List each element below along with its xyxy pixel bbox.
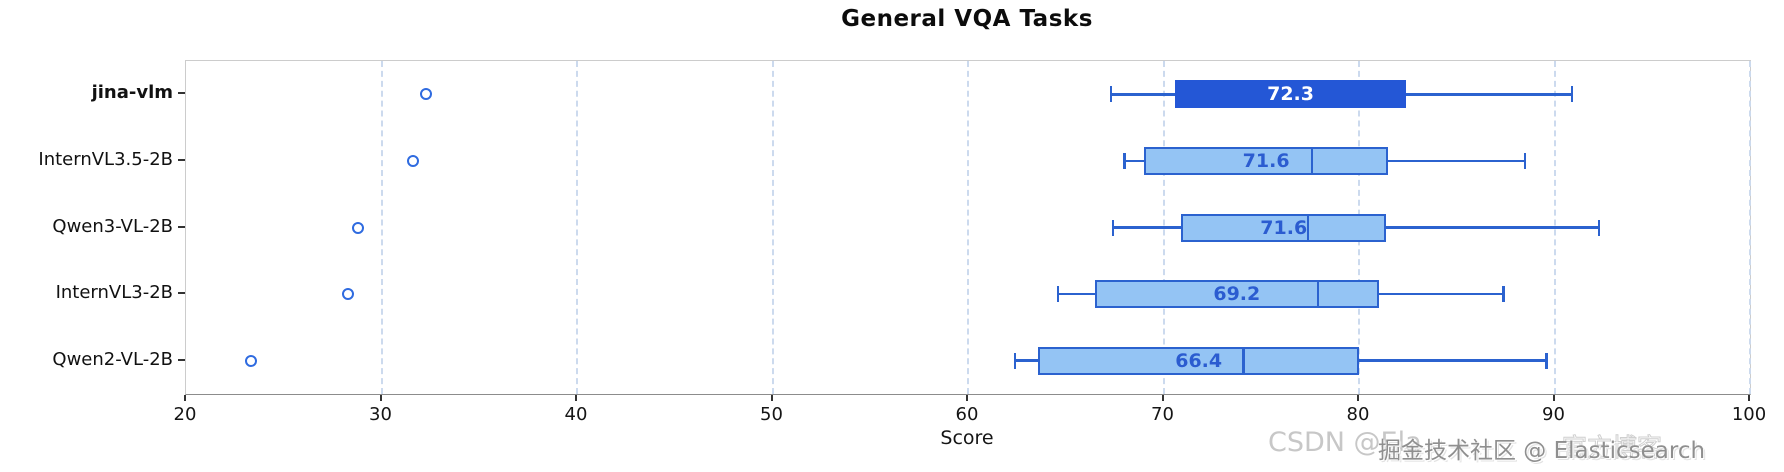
mean-value-label: 69.2 (1213, 283, 1261, 306)
whisker-low-cap (1013, 352, 1017, 369)
x-tick-label: 60 (955, 404, 979, 425)
whisker-high-line (1405, 93, 1573, 96)
outlier-point (352, 221, 365, 234)
x-tick-label: 80 (1346, 404, 1370, 425)
y-label-InternVL3-2B: InternVL3-2B (55, 282, 173, 304)
whisker-high-cap (1570, 86, 1574, 103)
outlier-point (406, 154, 419, 167)
whisker-high-cap (1523, 152, 1527, 169)
whisker-low-line (1014, 359, 1039, 362)
mean-value-label: 72.3 (1267, 83, 1314, 106)
median-line (1242, 346, 1245, 375)
whisker-high-line (1378, 292, 1504, 296)
gridline (380, 61, 383, 394)
whisker-low-line (1124, 159, 1144, 163)
x-tick-label: 40 (564, 404, 588, 425)
outlier-point (244, 354, 257, 367)
whisker-high-line (1359, 359, 1547, 362)
gridline (967, 61, 969, 394)
watermark-csdn: CSDN @Ela (1268, 427, 1422, 458)
x-axis-tick (184, 395, 186, 401)
y-axis-tick (178, 92, 185, 95)
whisker-low-cap (1109, 86, 1113, 103)
box-InternVL3-2B (1095, 280, 1379, 309)
box-Qwen3-VL-2B (1181, 213, 1387, 242)
median-line (1310, 146, 1314, 175)
y-label-Qwen2-VL-2B: Qwen2-VL-2B (52, 348, 173, 370)
x-axis-tick (966, 395, 968, 401)
gridline (1749, 61, 1751, 394)
whisker-high-cap (1597, 219, 1601, 236)
x-axis-tick (1748, 395, 1750, 401)
y-axis-tick (178, 225, 185, 228)
x-axis-tick (770, 395, 773, 401)
whisker-low-cap (1111, 219, 1115, 236)
x-tick-label: 70 (1151, 404, 1174, 425)
outlier-point (342, 288, 355, 301)
watermark-juejin: 掘金技术社区 @ Elasticsearch (1378, 438, 1706, 464)
y-axis-tick (178, 358, 185, 361)
x-axis-title: Score (940, 427, 994, 449)
whisker-high-cap (1545, 352, 1548, 369)
x-tick-label: 30 (369, 404, 392, 425)
mean-value-label: 71.6 (1260, 216, 1308, 239)
x-axis-tick (1552, 395, 1555, 401)
box-jina-vlm (1175, 80, 1406, 109)
x-tick-label: 50 (760, 404, 783, 425)
x-axis-tick (379, 395, 382, 401)
mean-value-label: 71.6 (1242, 149, 1290, 172)
whisker-low-cap (1056, 286, 1060, 303)
watermark-ghost: 官方博客 (1561, 433, 1663, 463)
whisker-low-line (1057, 292, 1096, 296)
whisker-high-cap (1502, 286, 1505, 303)
whisker-low-line (1110, 93, 1176, 96)
y-axis-tick (178, 158, 185, 161)
y-label-jina-vlm: jina-vlm (91, 82, 173, 104)
whisker-low-line (1112, 226, 1182, 229)
whisker-high-line (1388, 159, 1526, 163)
box-Qwen2-VL-2B (1038, 346, 1359, 375)
y-label-InternVL3.5-2B: InternVL3.5-2B (38, 148, 173, 170)
x-axis-tick (1161, 395, 1164, 401)
gridline (771, 61, 774, 394)
median-line (1316, 280, 1320, 309)
chart-title: General VQA Tasks (841, 6, 1093, 32)
x-axis-tick (1357, 395, 1359, 401)
x-tick-label: 20 (173, 404, 197, 425)
outlier-point (420, 88, 433, 101)
box-InternVL3.5-2B (1143, 146, 1389, 175)
x-tick-label: 90 (1542, 404, 1565, 425)
gridline (576, 61, 578, 394)
mean-value-label: 66.4 (1175, 349, 1223, 372)
x-tick-label: 100 (1731, 404, 1767, 425)
median-line (1306, 213, 1310, 242)
y-axis-tick (178, 292, 185, 295)
whisker-high-line (1386, 226, 1600, 229)
x-axis-tick (575, 395, 577, 401)
whisker-low-cap (1123, 152, 1126, 169)
plot-area: 72.3 71.6 71.6 69.2 66.4 (185, 60, 1751, 395)
y-label-Qwen3-VL-2B: Qwen3-VL-2B (52, 215, 173, 237)
